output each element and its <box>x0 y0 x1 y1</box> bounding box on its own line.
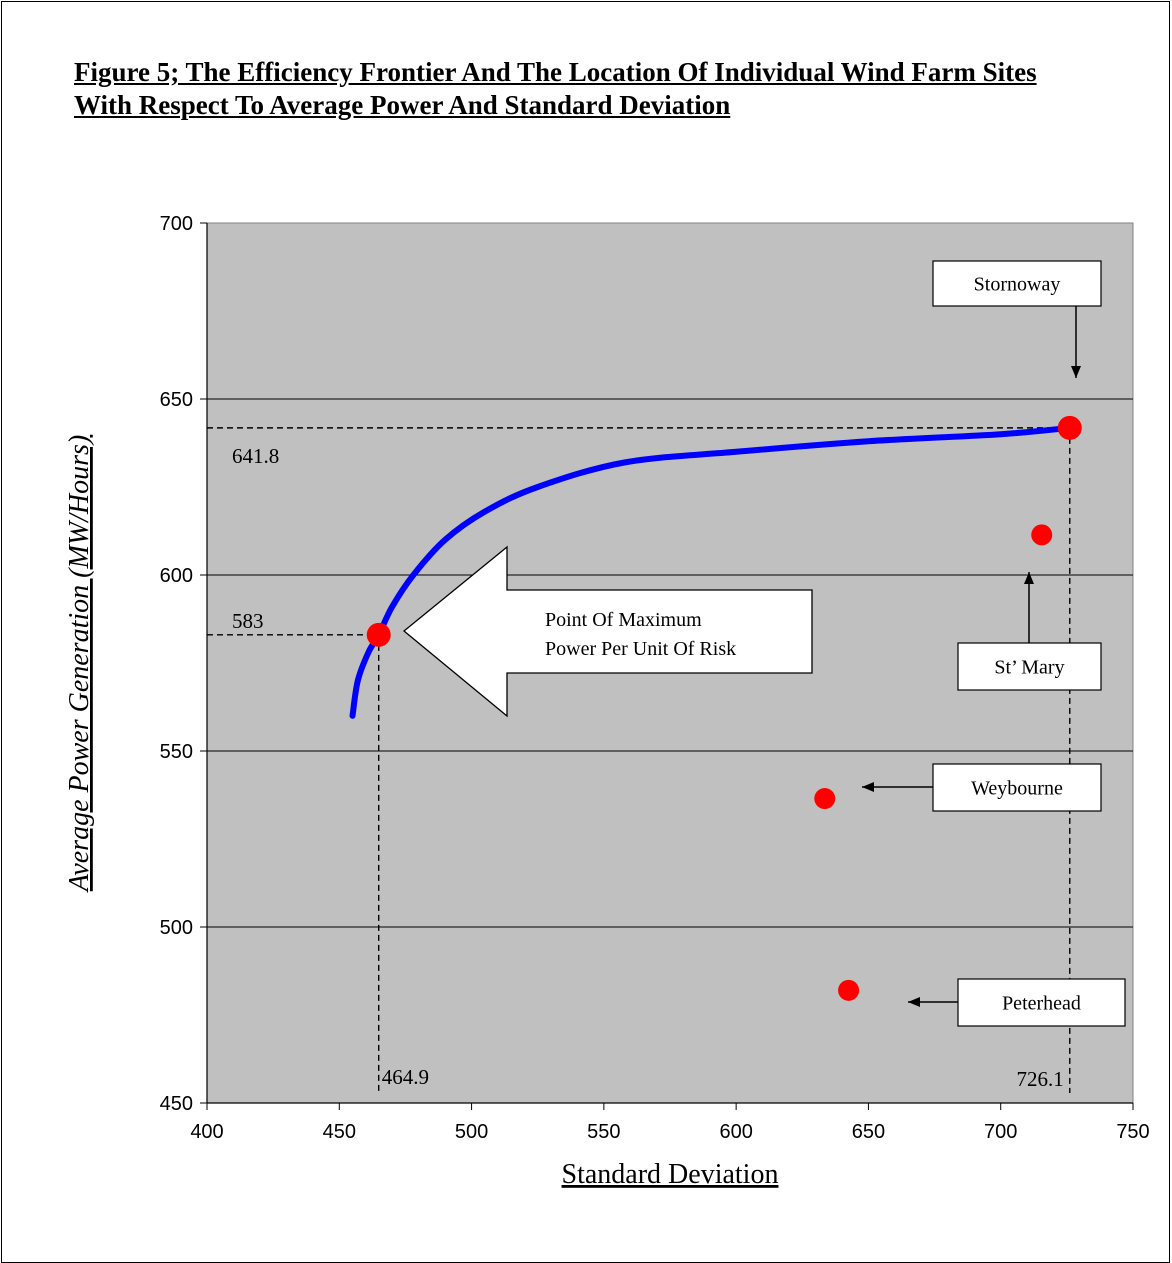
tick-labels: 450 500 550 600 650 700 400 450 500 550 600 650 700 7… <box>160 213 1150 1143</box>
site-points <box>366 415 1082 1001</box>
site-point <box>1057 415 1082 440</box>
efficiency-frontier-line <box>349 424 1073 719</box>
x-tick-label: 600 <box>719 1121 752 1143</box>
x-tick-label: 650 <box>852 1121 885 1143</box>
callout-line-2: Power Per Unit Of Risk <box>545 638 736 660</box>
annotations: Stornoway St’ Mary Weybourne Peterhead Point… <box>402 260 1126 1027</box>
stornoway-y-value-label: 641.8 <box>232 444 279 468</box>
site-point <box>838 979 860 1001</box>
stornoway-arrow-head <box>1071 366 1081 378</box>
x-tick-label: 550 <box>587 1121 620 1143</box>
optimum-x-value-label: 464.9 <box>382 1065 429 1089</box>
y-tick-label: 450 <box>160 1093 193 1115</box>
x-tick-label: 500 <box>455 1121 488 1143</box>
st-mary-label: St’ Mary <box>994 657 1064 679</box>
callout-line-1: Point Of Maximum <box>545 609 702 631</box>
stornoway-label: Stornoway <box>974 274 1061 296</box>
x-tick-label: 750 <box>1116 1121 1149 1143</box>
x-tick-label: 450 <box>323 1121 356 1143</box>
figure-title: Figure 5; The Efficiency Frontier And Th… <box>74 57 1037 120</box>
y-tick-label: 650 <box>160 389 193 411</box>
weybourne-label: Weybourne <box>971 778 1063 800</box>
site-point <box>814 788 836 810</box>
gridlines <box>207 398 1133 928</box>
x-tick-label: 700 <box>984 1121 1017 1143</box>
optimum-y-value-label: 583 <box>232 609 264 633</box>
optimum-point <box>366 622 391 647</box>
weybourne-arrow-head <box>862 782 874 792</box>
x-tick-label: 400 <box>190 1121 223 1143</box>
peterhead-label: Peterhead <box>1002 993 1081 1015</box>
y-tick-label: 600 <box>160 565 193 587</box>
stornoway-x-value-label: 726.1 <box>1017 1067 1064 1091</box>
st-mary-arrow-head <box>1024 572 1034 584</box>
y-tick-label: 700 <box>160 213 193 235</box>
st-mary-label-box <box>957 642 1102 691</box>
y-tick-label: 550 <box>160 741 193 763</box>
stornoway-label-box <box>932 260 1102 307</box>
peterhead-arrow-head <box>908 997 920 1007</box>
y-axis-label: Average Power Generation (MW/Hours) <box>64 435 95 893</box>
callout-arrow <box>402 545 813 718</box>
y-tick-label: 500 <box>160 917 193 939</box>
x-axis-label: Standard Deviation <box>562 1159 779 1190</box>
weybourne-label-box <box>932 763 1102 812</box>
site-point <box>1031 524 1053 546</box>
axes <box>200 222 1134 1110</box>
peterhead-label-box <box>957 978 1126 1027</box>
